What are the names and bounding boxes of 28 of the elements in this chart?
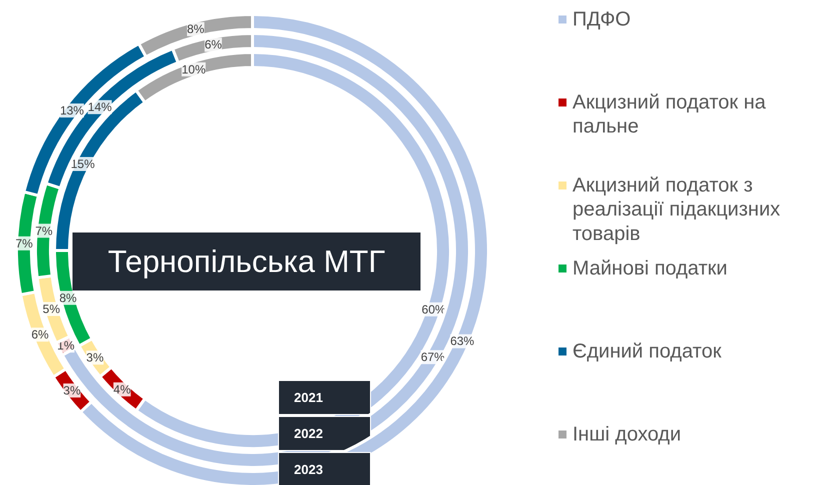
data-label: 4% xyxy=(113,382,132,396)
data-label: 6% xyxy=(204,38,222,52)
legend-label: Акцизний податок з реалізації підакцизних товарів xyxy=(572,174,780,245)
data-label: 8% xyxy=(187,22,205,36)
data-label: 3% xyxy=(86,350,104,365)
data-label: 1% xyxy=(57,338,75,353)
data-label: 7% xyxy=(15,236,34,250)
legend-label: ПДФО xyxy=(572,8,631,30)
legend-label: Майнові податки xyxy=(572,258,728,280)
data-label: 67% xyxy=(420,350,446,364)
data-label: 5% xyxy=(42,302,60,316)
slice-label: 2022 xyxy=(294,426,323,441)
data-label: 15% xyxy=(70,157,96,172)
text: Тернопільська МТГ xyxy=(108,244,386,279)
slice-label: 2021 xyxy=(294,390,323,405)
data-label: 13% xyxy=(60,103,84,118)
legend-label: Єдиний податок xyxy=(572,340,722,362)
slice-label: 2023 xyxy=(294,462,323,477)
data-label: 63% xyxy=(450,334,475,348)
data-label: 3% xyxy=(63,384,81,398)
legend-label: Інші доходи xyxy=(572,424,682,446)
data-label: 8% xyxy=(59,290,77,305)
data-label: 10% xyxy=(182,62,206,76)
data-label: 60% xyxy=(422,302,446,316)
data-label: 6% xyxy=(31,328,50,342)
legend-label: Акцизний податок на пальне xyxy=(572,92,767,138)
data-label: 7% xyxy=(35,224,53,238)
data-label: 14% xyxy=(88,100,112,114)
